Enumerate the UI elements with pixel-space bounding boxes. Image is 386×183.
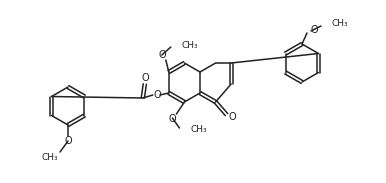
- Text: O: O: [158, 50, 166, 60]
- Text: CH₃: CH₃: [332, 20, 349, 29]
- Text: CH₃: CH₃: [42, 152, 58, 162]
- Text: O: O: [311, 25, 318, 35]
- Text: O: O: [169, 114, 176, 124]
- Text: CH₃: CH₃: [182, 40, 198, 49]
- Text: O: O: [64, 136, 72, 146]
- Text: O: O: [141, 73, 149, 83]
- Text: O: O: [153, 90, 161, 100]
- Text: CH₃: CH₃: [190, 126, 207, 135]
- Text: O: O: [229, 112, 236, 122]
